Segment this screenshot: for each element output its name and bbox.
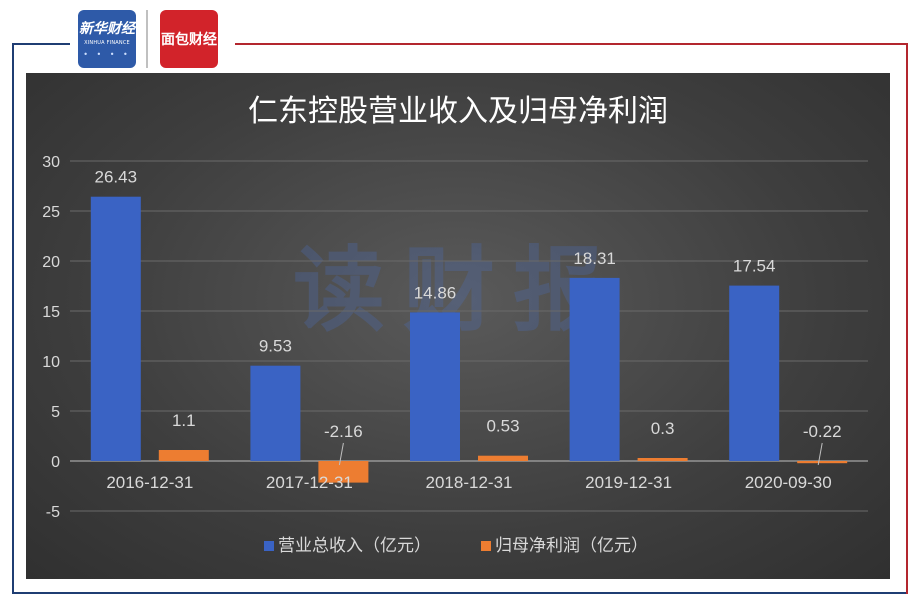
revenue-bar	[250, 365, 301, 461]
x-tick-label: 2020-09-30	[745, 473, 832, 492]
x-tick-label: 2017-12-31	[266, 473, 353, 492]
y-tick-label: 10	[42, 354, 60, 371]
frame-left-border	[12, 43, 14, 594]
data-label: -2.16	[324, 422, 363, 441]
revenue-bar	[410, 312, 460, 461]
frame-bottom-border	[12, 592, 908, 594]
revenue-bar	[569, 277, 620, 461]
y-tick-label: 0	[51, 454, 60, 471]
chart-title: 仁东控股营业收入及归母净利润	[248, 94, 668, 129]
profit-bar	[637, 458, 688, 461]
logo-separator	[146, 10, 148, 68]
legend-label: 营业总收入（亿元）	[278, 536, 431, 556]
x-tick-label: 2019-12-31	[585, 473, 672, 492]
data-label: 0.53	[486, 417, 519, 436]
legend-label: 归母净利润（亿元）	[495, 536, 648, 556]
y-tick-label: 15	[42, 304, 60, 321]
x-tick-label: 2016-12-31	[106, 473, 193, 492]
frame-top-right-border	[235, 43, 908, 45]
data-label: 0.3	[651, 419, 675, 438]
profit-bar	[158, 450, 209, 461]
data-label: 14.86	[414, 283, 457, 302]
data-label: 17.54	[733, 257, 776, 276]
data-label: 18.31	[573, 249, 616, 268]
data-label: 1.1	[172, 411, 196, 430]
xinhua-finance-logo: 新华财经 XINHUA FINANCE • • • •	[78, 10, 136, 68]
y-tick-label: 30	[42, 154, 60, 171]
profit-bar	[797, 461, 848, 464]
data-label-leader-line	[338, 442, 344, 466]
profit-bar	[478, 455, 528, 461]
frame-top-left-border	[12, 43, 70, 45]
data-label: 26.43	[95, 168, 138, 187]
data-label-leader-line	[817, 442, 823, 466]
revenue-bar	[729, 285, 780, 461]
profit-bar	[318, 461, 369, 483]
logo-left-subtext: XINHUA FINANCE	[84, 40, 130, 46]
data-label: 9.53	[259, 337, 292, 356]
logo-right-text: 面包财经	[161, 32, 217, 48]
logo-dots-icon: • • • •	[83, 50, 131, 59]
logo-left-text: 新华财经	[79, 21, 135, 37]
y-tick-label: 5	[51, 404, 60, 421]
y-tick-label: 20	[42, 254, 60, 271]
legend-swatch	[481, 541, 491, 551]
mianbao-finance-logo: 面包财经	[160, 10, 218, 68]
legend-swatch	[264, 541, 274, 551]
x-tick-label: 2018-12-31	[426, 473, 513, 492]
frame-right-border	[906, 43, 908, 594]
y-tick-label: 25	[42, 204, 60, 221]
y-tick-label: -5	[46, 504, 60, 521]
data-label: -0.22	[803, 422, 842, 441]
revenue-bar	[90, 196, 141, 461]
